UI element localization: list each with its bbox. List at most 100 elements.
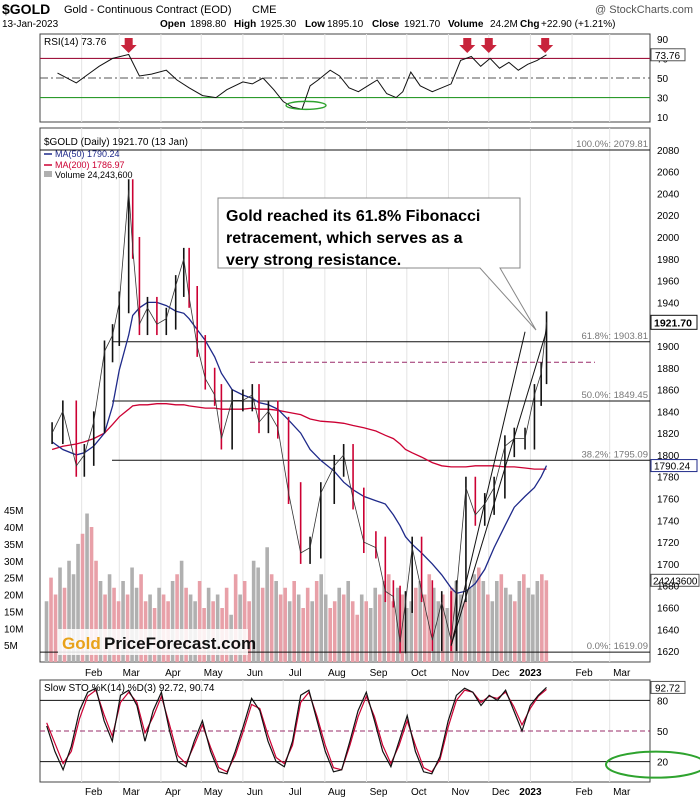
price-y-tick-23: 1620 — [657, 647, 680, 658]
price-y-tick-15: 1780 — [657, 473, 680, 484]
volume-bar-62 — [323, 594, 328, 662]
volume-bar-89 — [445, 608, 450, 662]
last-price-value: 1921.70 — [654, 317, 692, 329]
sto-x-tick-6: Aug — [328, 787, 346, 798]
volume-bar-76 — [386, 574, 391, 662]
stochastic-panel: 80 50 20 Slow STO %K(14) %D(3) 92.72, 90.74… — [39, 679, 700, 798]
price-x-tick-4: Jun — [247, 668, 263, 679]
volume-bar-92 — [458, 594, 463, 662]
price-y-tick-16: 1760 — [657, 495, 680, 506]
volume-bar-21 — [139, 574, 143, 662]
low-value: 1895.10 — [327, 19, 364, 30]
volume-bar-82 — [413, 587, 418, 662]
watermark-site: PriceForecast.com — [104, 634, 256, 653]
volume-bar-70 — [359, 594, 364, 662]
price-x-tick-1: Mar — [123, 668, 141, 679]
volume-bar-46 — [251, 560, 256, 662]
rsi-oversold-ellipse — [285, 100, 327, 111]
volume-y-tick-8: 5M — [4, 641, 18, 652]
sto-x-tick-1: Mar — [123, 787, 141, 798]
volume-bar-68 — [350, 601, 355, 662]
volume-bar-109 — [535, 581, 540, 662]
volume-bar-105 — [517, 581, 522, 662]
price-y-tick-12: 1840 — [657, 407, 680, 418]
price-y-tick-7: 1940 — [657, 298, 680, 309]
volume-bar-80 — [404, 608, 409, 662]
volume-bar-53 — [283, 587, 287, 662]
volume-bar-98 — [486, 594, 490, 662]
sto-k-line — [46, 686, 547, 775]
fib-label-2: 50.0%: 1849.45 — [581, 390, 648, 401]
price-x-tick-13: Mar — [613, 668, 631, 679]
volume-bar-95 — [472, 574, 477, 662]
price-x-tick-8: Oct — [411, 668, 427, 679]
sto-x-tick-11: 2023 — [519, 787, 542, 798]
chart-symbol: $GOLD — [2, 1, 50, 17]
volume-bar-65 — [337, 587, 342, 662]
volume-bar-69 — [355, 614, 360, 662]
watermark-gold: Gold — [62, 634, 101, 653]
volume-bar-45 — [247, 601, 251, 662]
price-y-tick-6: 1960 — [657, 277, 680, 288]
volume-bar-85 — [427, 574, 432, 662]
chart-date: 13-Jan-2023 — [2, 19, 59, 30]
volume-bar-13 — [103, 594, 107, 662]
volume-bar-4 — [62, 587, 67, 662]
sto-last-value: 92.72 — [655, 683, 680, 694]
volume-bar-71 — [364, 601, 369, 662]
volume-bar-29 — [175, 574, 179, 662]
price-x-tick-7: Sep — [370, 668, 388, 679]
volume-bar-44 — [242, 581, 247, 662]
rsi-last-box — [650, 48, 686, 62]
trendline-1 — [450, 330, 548, 646]
volume-bar-51 — [274, 581, 278, 662]
price-y-tick-0: 2080 — [657, 146, 680, 157]
price-x-tick-12: Feb — [575, 668, 593, 679]
volume-label: Volume — [448, 19, 484, 30]
fib-label-1: 61.8%: 1903.81 — [581, 331, 648, 342]
volume-bar-81 — [409, 601, 414, 662]
volume-bar-12 — [98, 581, 103, 662]
volume-bar-57 — [301, 608, 305, 662]
watermark-bg — [58, 629, 248, 655]
volume-bar-88 — [440, 594, 445, 662]
volume-bar-86 — [431, 587, 436, 662]
volume-bar-59 — [310, 601, 314, 662]
watermark: Gold PriceForecast.com — [58, 629, 256, 655]
price-y-tick-3: 2020 — [657, 211, 680, 222]
volume-legend: Volume 24,243,600 — [55, 170, 133, 180]
price-y-tick-21: 1660 — [657, 604, 680, 615]
volume-bar-18 — [125, 594, 130, 662]
high-label: High — [234, 19, 256, 30]
open-label: Open — [160, 19, 186, 30]
volume-bar-101 — [499, 574, 504, 662]
volume-bar-72 — [368, 608, 373, 662]
price-y-tick-22: 1640 — [657, 625, 680, 636]
volume-bar-106 — [522, 574, 526, 662]
price-y-tick-18: 1720 — [657, 538, 680, 549]
rsi-y-tick-3: 30 — [657, 94, 669, 105]
ma50-last-value: 1790.24 — [654, 462, 691, 473]
volume-bar-40 — [224, 587, 229, 662]
price-y-tick-1: 2060 — [657, 168, 680, 179]
volume-bar-0 — [44, 601, 49, 662]
sto-x-tick-13: Mar — [613, 787, 631, 798]
volume-bar-87 — [436, 601, 441, 662]
price-x-tick-6: Aug — [328, 668, 346, 679]
volume-bar-14 — [107, 574, 112, 662]
sto-legend: Slow STO %K(14) %D(3) 92.72, 90.74 — [44, 683, 215, 694]
sto-oversold-ellipse — [605, 750, 700, 779]
volume-last-value: 24243600 — [653, 576, 698, 587]
callout-box — [217, 197, 537, 331]
ma200-line — [51, 403, 547, 470]
volume-bar-34 — [197, 581, 202, 662]
price-x-tick-5: Jul — [289, 668, 302, 679]
volume-bar-96 — [476, 567, 481, 662]
volume-bar-2 — [53, 594, 58, 662]
price-y-tick-17: 1740 — [657, 516, 680, 527]
volume-bar-52 — [278, 594, 283, 662]
volume-bar-58 — [305, 587, 310, 662]
rsi-y-tick-0: 90 — [657, 35, 669, 46]
sto-y-tick-2: 20 — [657, 758, 669, 769]
sto-x-tick-7: Sep — [370, 787, 388, 798]
